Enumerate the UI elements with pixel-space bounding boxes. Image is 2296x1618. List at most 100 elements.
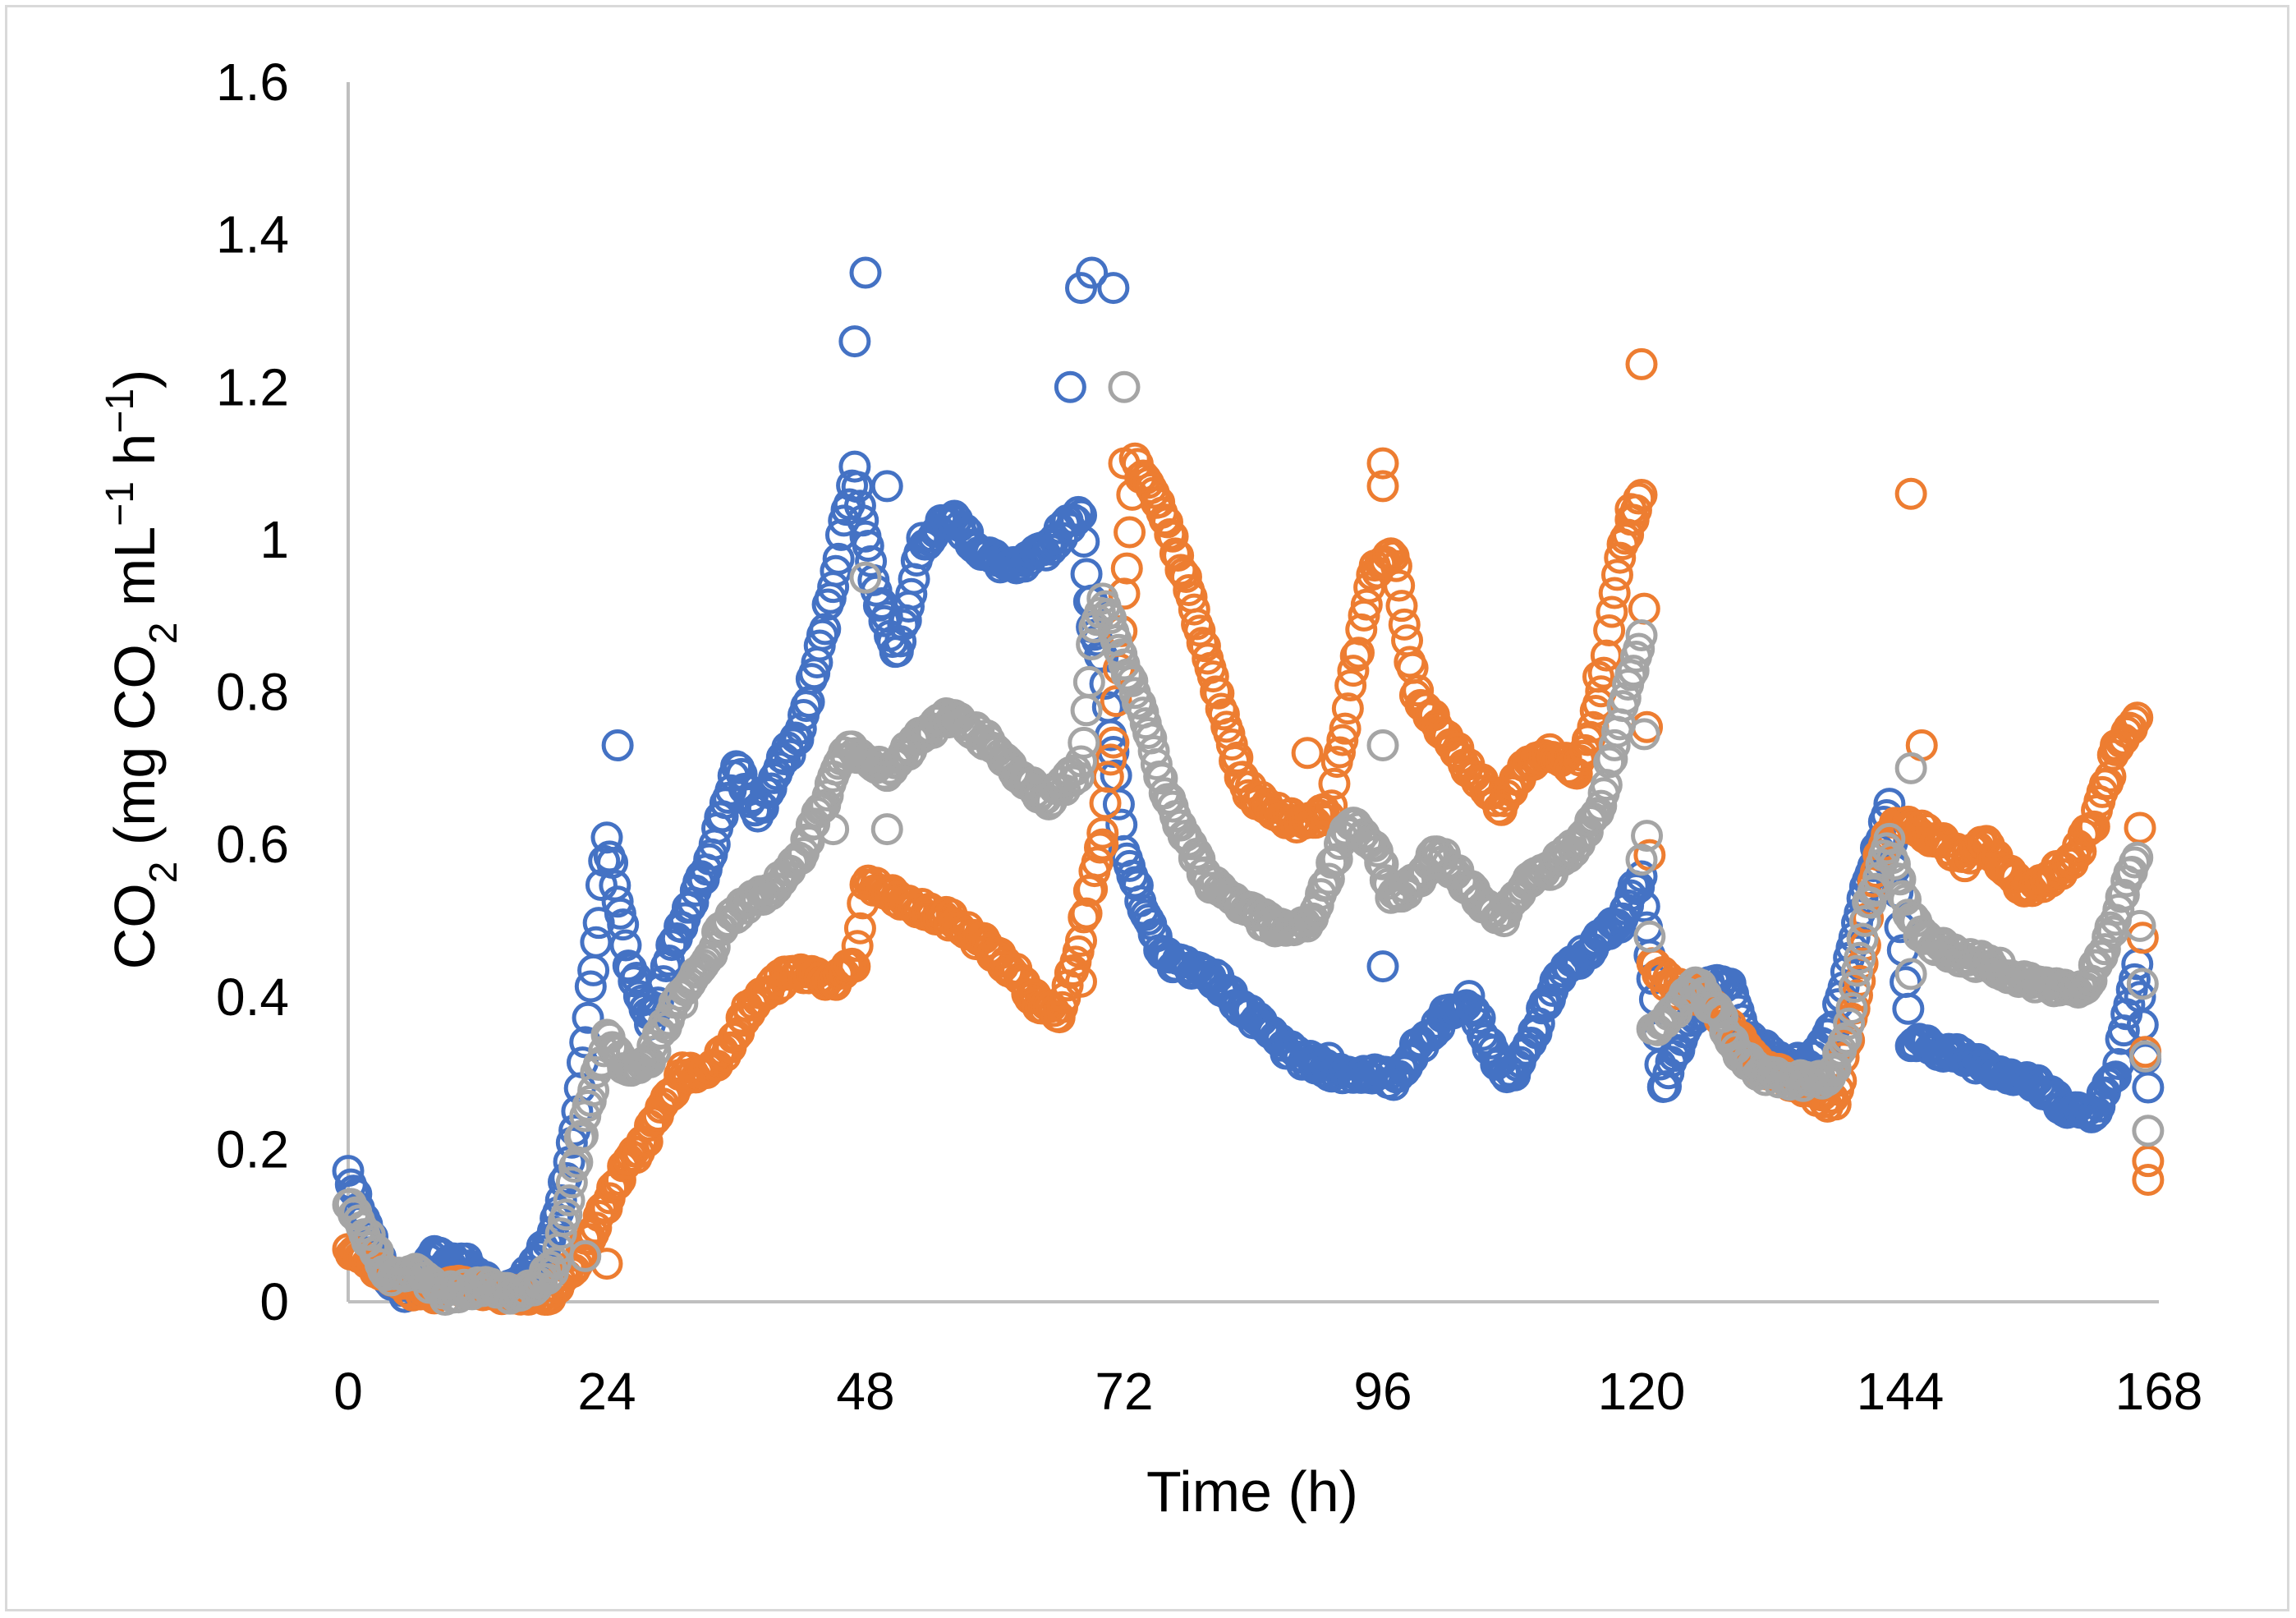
data-point — [566, 1119, 599, 1151]
data-point — [1625, 347, 1658, 380]
data-point — [1593, 614, 1626, 647]
data-point — [1628, 592, 1660, 625]
data-point — [1140, 747, 1173, 780]
x-tick-label: 0 — [333, 1362, 363, 1421]
data-point — [1108, 370, 1141, 403]
data-point — [2121, 841, 2154, 874]
data-point — [1183, 614, 1216, 647]
data-point — [1628, 890, 1660, 923]
data-point — [1650, 1070, 1683, 1103]
data-point — [1623, 632, 1655, 665]
data-point — [563, 1121, 596, 1154]
data-point — [1095, 602, 1127, 635]
data-point — [1086, 816, 1119, 849]
data-point — [1892, 992, 1925, 1025]
data-point — [1366, 848, 1399, 880]
data-point — [2132, 1164, 2165, 1196]
data-point — [1894, 752, 1927, 784]
data-point — [2094, 1064, 2127, 1096]
y-tick-label: 0.8 — [216, 663, 289, 722]
data-point — [870, 470, 903, 503]
data-point — [1337, 655, 1370, 687]
series-2 — [332, 347, 2165, 1317]
data-point — [1585, 789, 1618, 822]
data-point — [1169, 560, 1202, 593]
x-tick-label: 144 — [1857, 1362, 1945, 1421]
x-tick-label: 72 — [1095, 1362, 1153, 1421]
data-point — [1072, 665, 1105, 698]
data-point — [2132, 1145, 2165, 1178]
data-point — [1102, 788, 1135, 820]
data-point — [574, 970, 607, 1003]
data-point — [1076, 256, 1109, 289]
data-point — [2073, 968, 2105, 1001]
data-point — [895, 577, 928, 610]
data-point — [577, 954, 610, 986]
data-point — [1146, 762, 1178, 795]
data-point — [601, 885, 634, 918]
data-point — [843, 912, 876, 945]
data-point — [1846, 922, 1879, 955]
data-point — [1054, 370, 1086, 403]
data-point — [1068, 526, 1100, 558]
y-tick-label: 1.6 — [216, 53, 289, 112]
data-point — [1151, 506, 1183, 539]
x-tick-label: 48 — [836, 1362, 894, 1421]
data-point — [2132, 1115, 2165, 1147]
data-point — [1121, 869, 1154, 902]
data-point — [2129, 1040, 2162, 1073]
data-point — [1892, 805, 1925, 838]
data-point — [836, 947, 869, 980]
data-point — [1065, 965, 1097, 998]
y-tick-label: 0.2 — [216, 1119, 289, 1179]
data-point — [1062, 495, 1095, 528]
data-point — [1331, 692, 1364, 725]
data-point — [1065, 745, 1097, 778]
y-tick-label: 0.4 — [216, 968, 289, 1027]
data-point — [1593, 746, 1626, 779]
data-point — [1600, 558, 1633, 591]
data-point — [1625, 860, 1658, 893]
data-point — [572, 1001, 604, 1034]
x-tick-label: 120 — [1598, 1362, 1686, 1421]
series-3 — [332, 370, 2165, 1317]
data-point — [1086, 828, 1119, 861]
data-point — [1164, 554, 1197, 586]
data-point — [1196, 660, 1229, 693]
y-tick-label: 0 — [259, 1272, 289, 1331]
data-point — [838, 325, 871, 358]
data-point — [1316, 789, 1348, 822]
data-point — [948, 513, 981, 546]
data-point — [1366, 470, 1399, 503]
data-point — [1614, 493, 1647, 526]
data-point — [1380, 549, 1412, 582]
data-point — [1334, 669, 1367, 701]
data-point — [1097, 272, 1130, 305]
data-point — [801, 796, 833, 829]
data-point — [1070, 897, 1103, 930]
data-point — [1312, 1041, 1345, 1074]
data-point — [1116, 664, 1149, 697]
data-point — [884, 625, 917, 658]
data-point — [1219, 744, 1251, 777]
x-tick-label: 24 — [577, 1362, 636, 1421]
data-point — [1841, 954, 1873, 987]
data-point — [774, 738, 806, 771]
data-point — [2121, 701, 2154, 734]
data-point — [1324, 736, 1356, 769]
data-point — [1402, 674, 1435, 707]
axes — [347, 82, 2159, 1303]
data-point — [1878, 848, 1911, 880]
data-point — [1366, 729, 1399, 761]
data-point — [1617, 655, 1650, 687]
data-point — [1628, 718, 1660, 751]
y-tick-label: 1.4 — [216, 205, 289, 264]
data-point — [2088, 933, 2121, 966]
data-point — [1844, 941, 1876, 974]
data-point — [849, 561, 882, 594]
data-point — [1312, 862, 1345, 895]
data-point — [590, 1248, 623, 1280]
data-point — [1350, 588, 1383, 621]
data-point — [1830, 1022, 1862, 1055]
